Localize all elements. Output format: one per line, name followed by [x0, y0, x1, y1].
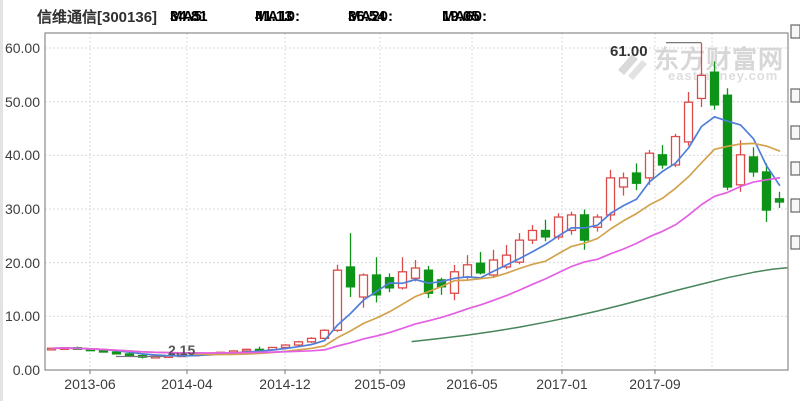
left-edge-strip — [0, 0, 3, 401]
candle — [527, 229, 538, 241]
ma10-line — [50, 142, 781, 356]
ma5-line — [50, 115, 781, 357]
candle — [696, 74, 707, 100]
candle — [319, 329, 330, 339]
candle — [488, 259, 499, 276]
candle — [631, 172, 642, 184]
legend-ma10-label: MA10: — [255, 8, 301, 25]
candle — [358, 274, 369, 298]
ui-edge-box — [790, 24, 800, 39]
legend-ma60-value: 19.05 — [442, 8, 480, 25]
candle — [397, 271, 408, 289]
candle — [345, 266, 356, 288]
candle — [410, 267, 421, 279]
plot-border — [44, 32, 789, 371]
candle — [462, 264, 473, 278]
ui-edge-box — [790, 161, 800, 176]
candle — [241, 348, 252, 352]
candle — [605, 177, 616, 216]
candle — [306, 337, 317, 343]
candle — [761, 171, 772, 211]
candle — [735, 154, 746, 186]
candle — [501, 254, 512, 268]
candle — [371, 274, 382, 296]
ma20-line — [50, 177, 781, 354]
legend-ma5-value: 34.81 — [170, 8, 208, 25]
candle — [124, 353, 135, 357]
candle — [644, 152, 655, 179]
candle — [514, 239, 525, 263]
ui-edge-box — [790, 88, 800, 103]
legend-ma10-value: 41.13 — [255, 8, 293, 25]
candle — [709, 71, 720, 106]
legend-ma60-label: MA60: — [442, 8, 488, 25]
legend-ma20-value: 36.54 — [348, 8, 386, 25]
candle — [540, 229, 551, 238]
candle — [332, 269, 343, 331]
ui-edge-box — [790, 125, 800, 140]
peak-price-annotation: 61.00 — [610, 43, 648, 60]
ma60-line — [411, 267, 788, 343]
ui-edge-box — [790, 198, 800, 213]
candle — [280, 344, 291, 349]
legend-ma5-label: MA5: — [170, 8, 207, 25]
candle — [475, 262, 486, 274]
stock-title: 信维通信[300136] — [37, 9, 158, 26]
legend-ma20-label: MA20: — [348, 8, 394, 25]
ui-edge-box — [790, 235, 800, 250]
candle — [670, 135, 681, 166]
candle — [566, 214, 577, 232]
candle — [722, 94, 733, 188]
candle — [111, 351, 122, 355]
candle — [293, 341, 304, 346]
candle — [98, 349, 109, 353]
low-price-annotation: 2.15 — [168, 342, 196, 358]
candle — [774, 198, 785, 203]
chart-header: 信维通信[300136] MA5: 34.81 MA10: 41.13 MA20… — [0, 4, 800, 28]
candle — [657, 154, 668, 166]
candle — [748, 156, 759, 173]
candle — [618, 177, 629, 188]
candle — [683, 101, 694, 143]
